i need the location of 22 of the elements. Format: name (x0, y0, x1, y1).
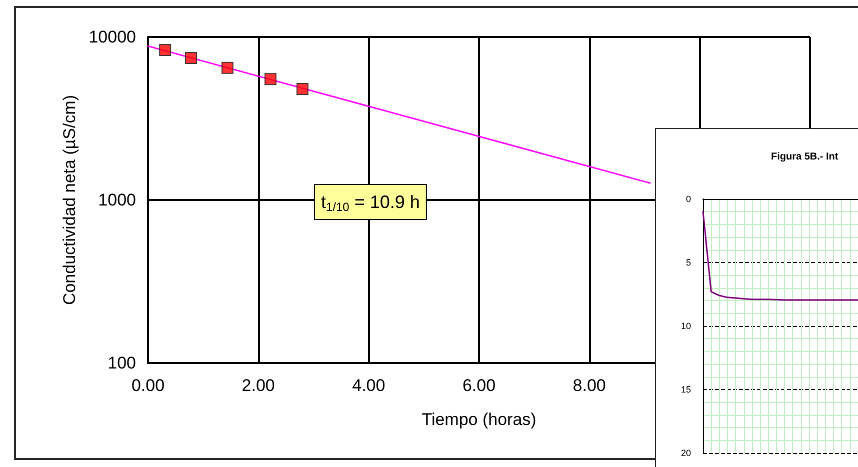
y-axis-title: Conductividad neta (µS/cm) (60, 94, 79, 306)
point (159, 44, 172, 56)
y-tick-label: 10 (680, 321, 691, 331)
y-tick-label: 20 (680, 448, 691, 458)
x-tick-label: 8.00 (572, 376, 606, 395)
point (185, 52, 198, 64)
point (221, 62, 234, 74)
y-tick-label: 100 (108, 354, 136, 372)
line-series (702, 210, 858, 301)
x-tick-label: 0.00 (131, 376, 165, 395)
y-tick-label: 10000 (88, 28, 136, 46)
y-tick-label: 0 (686, 194, 691, 204)
y-tick-label: 15 (680, 384, 691, 394)
y-tick-label: 1000 (98, 190, 136, 210)
point (296, 82, 308, 95)
x-tick-label: 2.00 (242, 376, 275, 395)
x-tick-label: 4.00 (352, 376, 386, 395)
x-tick-label: 6.00 (462, 376, 496, 395)
point (264, 73, 276, 86)
y-tick-label: 5 (686, 258, 691, 268)
x-axis-title: Tiempo (horas) (422, 410, 536, 429)
chart-title: Figura 5B.- Int (771, 152, 839, 162)
